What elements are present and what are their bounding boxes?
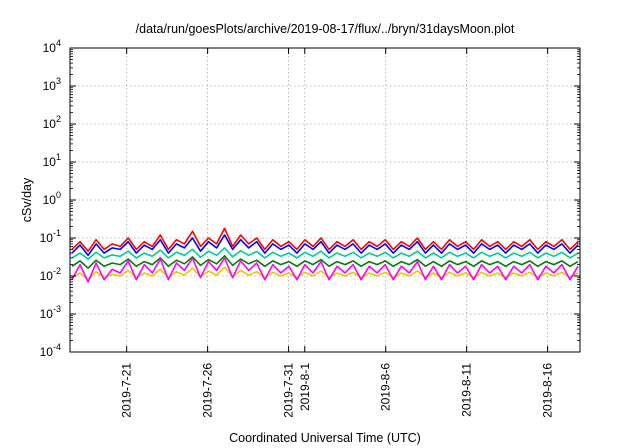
x-tick-label: 2019-7-21 (120, 363, 134, 418)
x-tick-label: 2019-8-16 (541, 363, 555, 418)
y-tick-label: 10-1 (40, 228, 61, 245)
y-axis-label: cSv/day (20, 177, 34, 222)
x-axis: 2019-7-21 2019-7-26 2019-7-31 2019-8-1 2019-… (120, 48, 555, 418)
series-line-1 (71, 234, 579, 257)
x-tick-label: 2019-7-26 (201, 363, 215, 418)
y-axis: 10-4 10-3 10-2 10-1 100 101 102 103 104 (40, 38, 580, 359)
series-line-2 (71, 247, 579, 260)
x-tick-label: 2019-8-6 (379, 363, 393, 411)
y-tick-label: 102 (43, 114, 61, 131)
series-line-0 (71, 227, 579, 252)
grid (70, 48, 580, 352)
y-tick-label: 103 (43, 76, 61, 93)
x-tick-label: 2019-8-11 (460, 363, 474, 417)
series-line-5 (71, 257, 579, 283)
series-line-4 (71, 266, 579, 281)
y-tick-label: 100 (43, 190, 61, 207)
x-tick-label: 2019-8-1 (298, 363, 312, 411)
y-tick-label: 10-3 (40, 304, 61, 321)
series-line-3 (71, 255, 579, 270)
y-tick-label: 104 (43, 38, 61, 55)
x-tick-label: 2019-7-31 (282, 363, 296, 418)
x-axis-label: Coordinated Universal Time (UTC) (229, 431, 421, 445)
y-tick-label: 101 (43, 152, 61, 169)
chart-title: /data/run/goesPlots/archive/2019-08-17/f… (136, 22, 515, 36)
y-tick-label: 10-4 (40, 342, 61, 359)
series-layer (71, 227, 579, 283)
y-tick-label: 10-2 (40, 266, 61, 283)
